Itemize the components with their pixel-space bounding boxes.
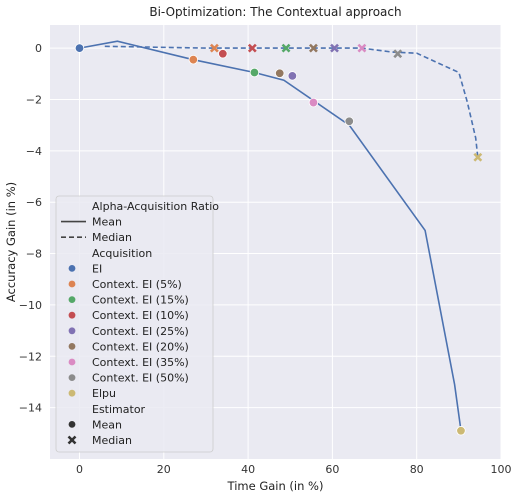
chart-title: Bi-Optimization: The Contextual approach <box>149 5 401 19</box>
mean-marker <box>287 71 298 81</box>
median-marker <box>330 43 339 53</box>
y-tick-label: 0 <box>35 42 42 55</box>
legend-title: Alpha-Acquisition Ratio <box>92 200 219 213</box>
y-tick-label: −14 <box>19 402 42 415</box>
mean-marker <box>188 54 199 65</box>
legend: Alpha-Acquisition Ratio Mean Median Acquisi… <box>55 195 219 453</box>
legend-marker-swatch <box>67 435 77 445</box>
series-line-mean <box>79 40 462 431</box>
legend-item: Elpu <box>92 387 116 400</box>
mean-marker <box>308 97 319 108</box>
legend-item: Context. EI (10%) <box>92 309 189 322</box>
legend-color-swatch <box>68 343 76 350</box>
x-tick-label: 40 <box>241 463 255 476</box>
legend-title: Acquisition <box>92 247 152 260</box>
y-tick-label: −6 <box>26 196 42 209</box>
legend-item: Median <box>92 231 132 244</box>
legend-color-swatch <box>68 389 76 397</box>
x-tick-label: 100 <box>491 463 512 476</box>
data-points <box>74 43 483 436</box>
series-lines <box>79 40 479 431</box>
legend-item: Mean <box>92 216 122 229</box>
x-tick-label: 20 <box>157 463 171 476</box>
median-marker <box>393 49 403 59</box>
mean-marker <box>249 67 260 78</box>
y-tick-label: −10 <box>19 299 42 312</box>
legend-item: Context. EI (35%) <box>92 356 189 369</box>
legend-title: Estimator <box>92 403 146 416</box>
median-marker <box>247 43 257 53</box>
legend-color-swatch <box>68 280 76 288</box>
legend-item: EI <box>92 262 102 275</box>
series-line-median <box>104 45 479 158</box>
legend-item: Context. EI (5%) <box>92 278 182 291</box>
y-tick-label: −4 <box>26 145 42 158</box>
mean-marker <box>275 68 285 78</box>
legend-item: Context. EI (20%) <box>92 340 189 353</box>
legend-box <box>55 195 214 453</box>
y-tick-label: −2 <box>26 93 42 106</box>
legend-item: Mean <box>92 418 122 431</box>
legend-color-swatch <box>68 296 76 303</box>
legend-item: Context. EI (25%) <box>92 325 189 338</box>
mean-marker <box>218 49 228 59</box>
legend-color-swatch <box>68 265 76 272</box>
median-marker <box>473 152 483 162</box>
x-tick-label: 0 <box>76 463 83 476</box>
legend-marker-swatch <box>68 421 76 428</box>
median-marker <box>309 43 318 53</box>
legend-color-swatch <box>68 327 76 335</box>
legend-color-swatch <box>68 358 76 366</box>
legend-color-swatch <box>68 374 76 381</box>
mean-marker <box>74 43 85 53</box>
legend-item: Context. EI (50%) <box>92 372 189 385</box>
x-axis-label: Time Gain (in %) <box>227 479 324 493</box>
legend-color-swatch <box>68 311 76 319</box>
mean-marker <box>456 426 466 436</box>
median-marker <box>209 43 219 53</box>
legend-item: Context. EI (15%) <box>92 294 189 307</box>
y-tick-label: −12 <box>19 350 42 363</box>
x-tick-label: 60 <box>325 463 339 476</box>
legend-item: Median <box>92 434 132 447</box>
y-tick-label: −8 <box>26 248 42 261</box>
mean-marker <box>344 116 354 127</box>
y-axis-label: Accuracy Gain (in %) <box>4 182 18 302</box>
grid <box>50 25 502 459</box>
median-marker <box>357 43 367 53</box>
axis-ticks: 0 20 40 60 80 100 0 −2 −4 −6 −8 −10 −12 −14 <box>19 42 512 476</box>
x-tick-label: 80 <box>410 463 424 476</box>
median-marker <box>281 43 291 53</box>
